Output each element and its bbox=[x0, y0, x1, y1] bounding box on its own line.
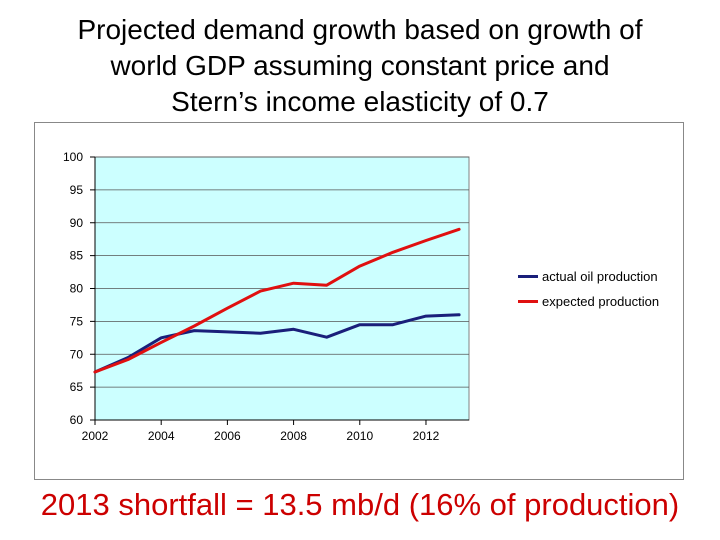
y-tick-label-80: 80 bbox=[70, 282, 84, 296]
y-tick-label-95: 95 bbox=[70, 183, 84, 197]
legend-swatch bbox=[518, 274, 538, 278]
line-chart: 100 95 90 85 80 75 70 65 60 2002 2004 2006 2008 2010 2… bbox=[63, 150, 470, 443]
legend-swatch bbox=[518, 299, 538, 303]
legend-item-actual-oil-production: actual oil production bbox=[518, 268, 658, 284]
y-tick-label-85: 85 bbox=[70, 249, 84, 263]
slide-title: Projected demand growth based on growth … bbox=[20, 12, 700, 120]
y-tick-label-65: 65 bbox=[70, 380, 84, 394]
x-tick-label-2006: 2006 bbox=[214, 429, 241, 443]
y-tick-label-90: 90 bbox=[70, 216, 84, 230]
y-tick-label-100: 100 bbox=[63, 150, 83, 164]
title-line-3: Stern’s income elasticity of 0.7 bbox=[171, 86, 549, 117]
x-tick-label-2010: 2010 bbox=[346, 429, 373, 443]
x-tick-label-2008: 2008 bbox=[280, 429, 307, 443]
y-tick-label-60: 60 bbox=[70, 413, 84, 427]
shortfall-caption: 2013 shortfall = 13.5 mb/d (16% of produ… bbox=[40, 487, 680, 522]
legend-label: expected production bbox=[542, 293, 660, 309]
chart-legend: actual oil production expected production bbox=[512, 260, 676, 318]
x-tick-label-2004: 2004 bbox=[148, 429, 175, 443]
series-line-actual-oil-production bbox=[93, 313, 461, 374]
x-tick-label-2012: 2012 bbox=[413, 429, 440, 443]
y-tick-label-70: 70 bbox=[70, 347, 84, 361]
legend-item-expected-production: expected production bbox=[518, 293, 659, 309]
x-tick-label-2002: 2002 bbox=[82, 429, 109, 443]
legend-label: actual oil production bbox=[542, 268, 658, 284]
series-line-expected-production bbox=[93, 227, 461, 374]
title-line-2: world GDP assuming constant price and bbox=[110, 50, 610, 81]
title-line-1: Projected demand growth based on growth … bbox=[77, 14, 643, 45]
y-tick-label-75: 75 bbox=[70, 314, 84, 328]
